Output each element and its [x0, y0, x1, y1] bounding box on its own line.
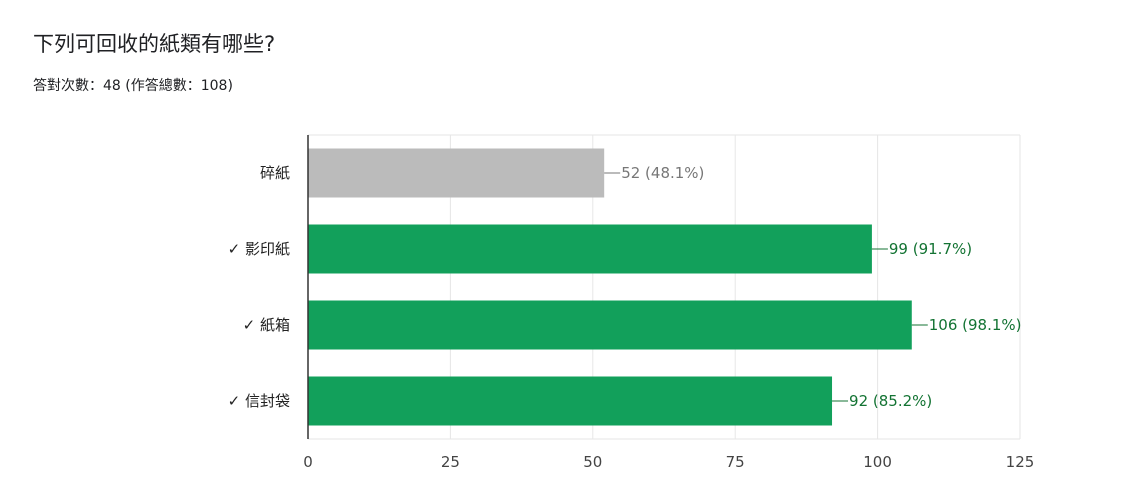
data-label: 52 (48.1%): [621, 164, 704, 182]
x-axis-ticks: 0 25 50 75 100 125: [303, 135, 1034, 471]
category-label: ✓ 信封袋: [228, 392, 290, 410]
x-tick-label: 0: [303, 453, 313, 471]
bar: [308, 376, 833, 426]
bar: [308, 148, 605, 198]
bar: [308, 300, 912, 350]
category-label: ✓ 影印紙: [228, 240, 290, 258]
category-label: 碎紙: [260, 164, 290, 182]
category-labels: 碎紙 ✓ 影印紙 ✓ 紙箱 ✓ 信封袋: [228, 164, 290, 410]
bars: [308, 148, 912, 426]
x-tick-label: 50: [583, 453, 602, 471]
x-tick-label: 125: [1006, 453, 1035, 471]
data-label: 92 (85.2%): [849, 392, 932, 410]
data-labels: 52 (48.1%) 99 (91.7%) 106 (98.1%) 92 (85.2%…: [604, 164, 1022, 410]
question-title: 下列可回收的紙類有哪些?: [33, 32, 276, 56]
x-tick-label: 75: [726, 453, 745, 471]
data-label: 99 (91.7%): [889, 240, 972, 258]
data-label: 106 (98.1%): [929, 316, 1022, 334]
bar: [308, 224, 872, 274]
x-tick-label: 100: [863, 453, 892, 471]
category-label: ✓ 紙箱: [243, 316, 290, 334]
x-tick-label: 25: [441, 453, 460, 471]
answer-summary: 答對次數：48 (作答總數：108): [33, 78, 233, 94]
